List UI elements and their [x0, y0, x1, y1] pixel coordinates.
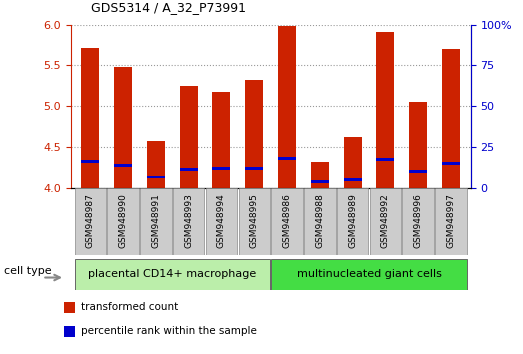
Text: transformed count: transformed count	[81, 302, 178, 313]
Bar	[442, 162, 460, 165]
Text: percentile rank within the sample: percentile rank within the sample	[81, 326, 257, 336]
Bar	[311, 181, 329, 183]
Bar	[278, 27, 296, 188]
Bar	[114, 164, 132, 167]
Bar	[409, 170, 427, 173]
Bar	[179, 168, 198, 171]
Bar	[344, 178, 362, 181]
Text: GDS5314 / A_32_P73991: GDS5314 / A_32_P73991	[90, 1, 246, 14]
Bar	[212, 92, 231, 188]
Bar	[64, 326, 74, 337]
Bar	[403, 188, 434, 255]
Text: GSM948987: GSM948987	[86, 193, 95, 248]
Text: GSM948993: GSM948993	[184, 193, 193, 248]
Text: GSM948986: GSM948986	[282, 193, 291, 248]
Text: GSM948989: GSM948989	[348, 193, 357, 248]
Bar	[311, 161, 329, 188]
Bar	[245, 167, 263, 170]
Text: multinucleated giant cells: multinucleated giant cells	[297, 269, 441, 279]
Text: GSM948991: GSM948991	[151, 193, 161, 248]
Bar	[114, 67, 132, 188]
Bar	[238, 188, 270, 255]
Text: GSM948995: GSM948995	[250, 193, 259, 248]
Text: cell type: cell type	[4, 266, 51, 276]
Bar	[271, 259, 467, 290]
Bar	[344, 137, 362, 188]
Bar	[271, 188, 303, 255]
Bar	[107, 188, 139, 255]
Text: GSM948988: GSM948988	[315, 193, 324, 248]
Bar	[278, 157, 296, 160]
Bar	[140, 188, 172, 255]
Bar	[75, 259, 270, 290]
Bar	[245, 80, 263, 188]
Bar	[81, 160, 99, 163]
Text: GSM948994: GSM948994	[217, 193, 226, 248]
Bar	[370, 188, 401, 255]
Text: GSM948996: GSM948996	[414, 193, 423, 248]
Bar	[435, 188, 467, 255]
Bar	[64, 302, 74, 313]
Bar	[377, 32, 394, 188]
Text: placental CD14+ macrophage: placental CD14+ macrophage	[88, 269, 256, 279]
Bar	[442, 49, 460, 188]
Bar	[377, 158, 394, 161]
Text: GSM948990: GSM948990	[119, 193, 128, 248]
Bar	[147, 176, 165, 178]
Bar	[173, 188, 204, 255]
Bar	[304, 188, 336, 255]
Bar	[75, 188, 106, 255]
Bar	[81, 47, 99, 188]
Bar	[179, 86, 198, 188]
Bar	[206, 188, 237, 255]
Bar	[409, 102, 427, 188]
Text: GSM948997: GSM948997	[447, 193, 456, 248]
Bar	[147, 141, 165, 188]
Bar	[337, 188, 368, 255]
Bar	[212, 167, 231, 170]
Text: GSM948992: GSM948992	[381, 193, 390, 248]
